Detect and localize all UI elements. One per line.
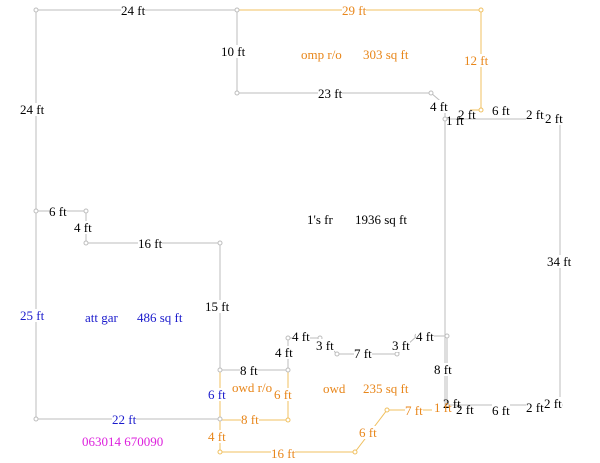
dimension-label: 6 ft <box>359 425 377 440</box>
garage-area-name: att gar <box>85 310 118 325</box>
vertex-markers <box>33 7 563 422</box>
dimension-label: 1 ft <box>446 113 464 128</box>
dimension-label: 6 ft <box>208 387 226 402</box>
sketch-stamp: 063014 670090 <box>82 434 164 449</box>
dimension-label: 8 ft <box>434 362 452 377</box>
dimension-label: 8 ft <box>240 363 258 378</box>
dimension-label: 10 ft <box>221 44 246 59</box>
dimension-label: 24 ft <box>20 102 45 117</box>
dimension-label: 3 ft <box>392 338 410 353</box>
dimension-label: 7 ft <box>354 346 372 361</box>
owd-ro-area-name: owd r/o <box>232 380 273 395</box>
omp-area-size: 303 sq ft <box>363 47 409 62</box>
dimension-label: 23 ft <box>318 86 343 101</box>
dimension-label: 2 ft <box>458 107 476 122</box>
dimension-label: 2 ft <box>526 107 544 122</box>
dimension-label: 12 ft <box>464 53 489 68</box>
owd-area-size: 235 sq ft <box>363 381 409 396</box>
dimension-label: 8 ft <box>241 412 259 427</box>
dimension-label: 16 ft <box>138 236 163 251</box>
dimension-label: 2 ft <box>545 111 563 126</box>
dimension-label: 4 ft <box>208 429 226 444</box>
main-area-name: 1's fr <box>307 212 333 227</box>
dimension-label: 34 ft <box>547 254 572 269</box>
dimension-label: 15 ft <box>205 299 230 314</box>
dimension-label: 4 ft <box>74 220 92 235</box>
dimension-label: 3 ft <box>316 338 334 353</box>
omp-area-name: omp r/o <box>301 47 342 62</box>
dimension-label: 6 ft <box>492 103 510 118</box>
dimension-label: 6 ft <box>49 204 67 219</box>
dimension-label: 6 ft <box>274 387 292 402</box>
main-area-size: 1936 sq ft <box>355 212 407 227</box>
dimension-label: 2 ft <box>456 402 474 417</box>
dimension-label: 4 ft <box>275 345 293 360</box>
addition-vertex-markers <box>217 7 484 455</box>
dimension-label: 25 ft <box>20 308 45 323</box>
dimension-label: 24 ft <box>121 3 146 18</box>
dimension-label: 4 ft <box>416 329 434 344</box>
dimension-label: 2 ft <box>443 396 461 411</box>
garage-area-size: 486 sq ft <box>137 310 183 325</box>
dimension-label: 1 ft <box>434 400 452 415</box>
dimension-label: 4 ft <box>430 99 448 114</box>
dimension-label: 2 ft <box>526 400 544 415</box>
dimension-label: 4 ft <box>292 329 310 344</box>
owd-area-name: owd <box>323 381 346 396</box>
dimension-label: 22 ft <box>112 412 137 427</box>
dimension-label: 29 ft <box>342 3 367 18</box>
dimension-label: 7 ft <box>405 403 423 418</box>
dimension-label: 6 ft <box>492 403 510 418</box>
dimension-label: 16 ft <box>271 446 296 461</box>
dimension-label: 2 ft <box>544 396 562 411</box>
